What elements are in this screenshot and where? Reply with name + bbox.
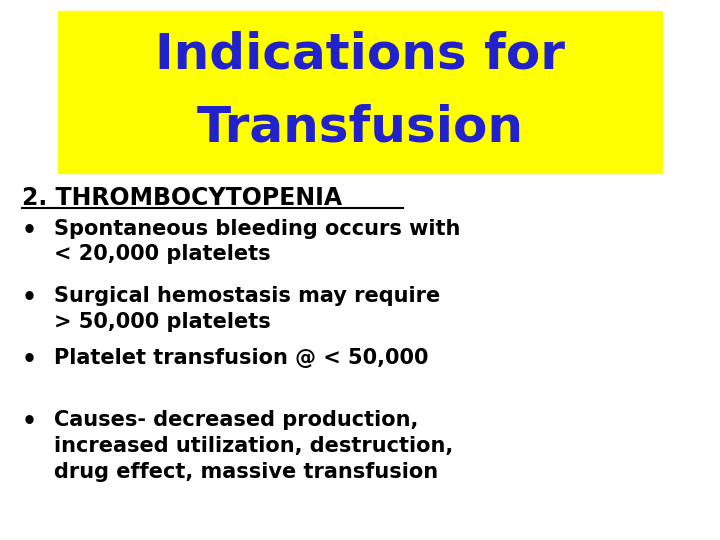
Text: •: • bbox=[22, 410, 37, 434]
FancyBboxPatch shape bbox=[58, 11, 662, 173]
Text: Transfusion: Transfusion bbox=[197, 104, 523, 151]
Text: •: • bbox=[22, 286, 37, 310]
Text: •: • bbox=[22, 219, 37, 242]
Text: Indications for: Indications for bbox=[155, 31, 565, 78]
Text: •: • bbox=[22, 348, 37, 372]
Text: Spontaneous bleeding occurs with
< 20,000 platelets: Spontaneous bleeding occurs with < 20,00… bbox=[54, 219, 460, 264]
Text: Causes- decreased production,
increased utilization, destruction,
drug effect, m: Causes- decreased production, increased … bbox=[54, 410, 454, 482]
Text: Platelet transfusion @ < 50,000: Platelet transfusion @ < 50,000 bbox=[54, 348, 428, 368]
Text: Surgical hemostasis may require
> 50,000 platelets: Surgical hemostasis may require > 50,000… bbox=[54, 286, 440, 332]
Text: 2. THROMBOCYTOPENIA: 2. THROMBOCYTOPENIA bbox=[22, 186, 342, 210]
